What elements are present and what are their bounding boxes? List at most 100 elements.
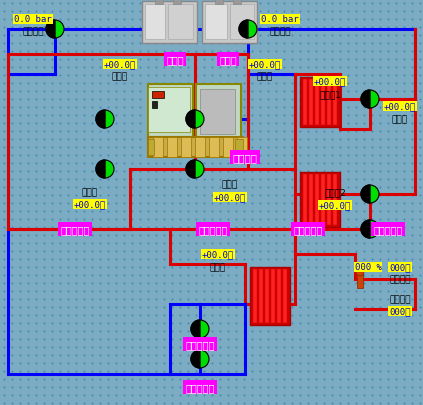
Bar [309,80,313,126]
Polygon shape [191,320,200,338]
Bar [315,175,319,226]
Bar [283,269,287,323]
Bar [300,78,340,128]
Text: +00.0℃: +00.0℃ [202,250,234,259]
Bar [271,269,275,323]
Polygon shape [186,111,195,129]
Polygon shape [239,21,248,39]
Text: 0.0 bar: 0.0 bar [261,15,299,24]
Bar [148,138,243,158]
Bar [253,269,257,323]
Bar [173,0,181,5]
Bar [321,80,325,126]
Text: +00.0℃: +00.0℃ [104,60,136,69]
Polygon shape [96,161,105,179]
Bar [303,80,307,126]
Circle shape [356,269,364,276]
Bar [148,88,190,133]
Text: 0.0 bar: 0.0 bar [14,15,52,24]
Bar [277,269,281,323]
Text: 軟化水: 軟化水 [166,55,184,65]
Text: 海水回2: 海水回2 [324,188,346,197]
Bar [215,0,223,5]
Bar [153,138,163,158]
Polygon shape [96,111,105,129]
Polygon shape [361,185,370,203]
Bar [315,80,319,126]
Polygon shape [186,161,195,179]
Text: 000 %: 000 % [354,263,382,272]
Bar [152,92,164,99]
Text: 海水換熱器: 海水換熱器 [293,224,323,234]
Circle shape [361,185,379,203]
Bar [230,5,254,40]
Bar [168,5,193,40]
Circle shape [239,21,257,39]
Polygon shape [361,91,370,109]
Bar [142,2,197,44]
Text: +00.0℃: +00.0℃ [249,60,281,69]
Text: 補熱換熱器: 補熱換熱器 [185,339,215,349]
Text: +00.0℃: +00.0℃ [214,193,246,202]
Text: 海水回1: 海水回1 [319,90,341,99]
Bar [309,175,313,226]
Text: 負荷供: 負荷供 [112,72,128,81]
Text: 補熱水: 補熱水 [210,263,226,272]
Bar [205,5,227,40]
Bar [181,138,191,158]
Bar [209,138,219,158]
Bar [155,0,163,5]
Text: 水源循環泵: 水源循環泵 [198,224,228,234]
Bar [202,2,257,44]
Bar [265,269,269,323]
Text: +00.0℃: +00.0℃ [384,102,416,111]
Bar [148,85,193,140]
Text: 海水循環泵: 海水循環泵 [374,224,403,234]
Circle shape [186,111,204,129]
Text: 高溫水回: 高溫水回 [389,295,411,304]
Bar [327,175,331,226]
Text: 水源回: 水源回 [222,180,238,189]
Text: 負荷循環泵: 負荷循環泵 [60,224,90,234]
Bar [237,138,247,158]
Bar [357,274,363,288]
Circle shape [191,320,209,338]
Circle shape [96,161,114,179]
Text: 水源供: 水源供 [257,72,273,81]
Text: 負荷回: 負荷回 [82,188,98,197]
Bar [250,267,290,325]
Text: +00.0℃: +00.0℃ [74,200,106,209]
Circle shape [96,111,114,129]
Bar [148,140,154,156]
Text: 海水供: 海水供 [392,115,408,124]
Circle shape [361,220,379,239]
Text: 水源回壓: 水源回壓 [269,28,291,36]
Text: 冬季循環泵: 冬季循環泵 [185,382,215,392]
Text: +00.0℃: +00.0℃ [314,77,346,86]
Bar [333,80,337,126]
Circle shape [186,161,204,179]
Text: 熱泵機組: 熱泵機組 [233,153,258,162]
Bar [167,138,177,158]
Polygon shape [191,350,200,368]
Bar [145,5,165,40]
Circle shape [46,21,64,39]
Bar [235,140,243,156]
Text: 乙二醇: 乙二醇 [219,55,237,65]
Bar [327,80,331,126]
Bar [233,0,241,5]
Text: 000℃: 000℃ [389,307,411,316]
Bar [303,175,307,226]
Bar [300,173,340,228]
Bar [321,175,325,226]
Polygon shape [46,21,55,39]
Circle shape [361,91,379,109]
Bar [152,102,157,109]
Text: +00.0℃: +00.0℃ [319,201,351,210]
Bar [333,175,337,226]
Text: 高溫水供: 高溫水供 [389,275,411,284]
Circle shape [191,350,209,368]
Bar [223,138,233,158]
Bar [195,138,205,158]
Bar [196,85,241,140]
